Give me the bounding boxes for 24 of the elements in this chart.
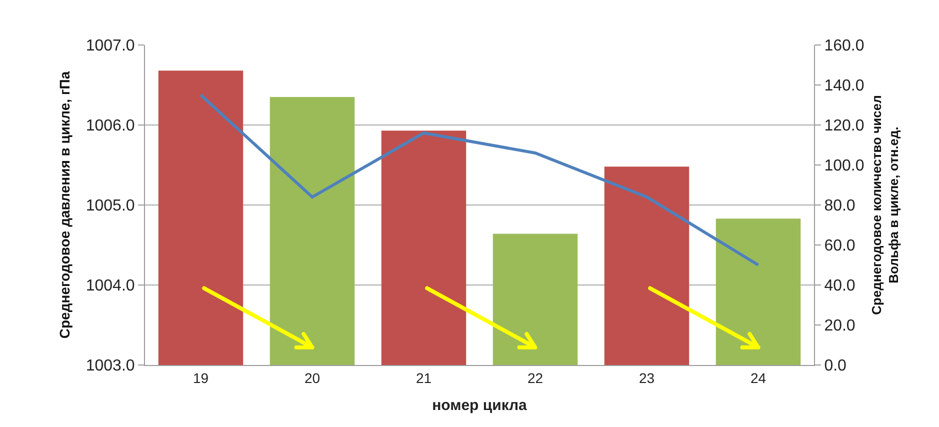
y-tick-label: 1004.0 — [86, 278, 135, 295]
y-tick-label: 1003.0 — [86, 358, 135, 375]
y2-tick-label: 160.0 — [824, 38, 864, 55]
x-tick-label: 23 — [638, 370, 655, 386]
y-tick-label: 1006.0 — [86, 118, 135, 135]
x-tick-label: 24 — [750, 370, 766, 386]
x-tick-label: 20 — [304, 370, 320, 386]
x-tick-label: 21 — [416, 370, 432, 386]
y2-axis-title: Среднегодовое количество чисел Вольфа в цикле, отн.ед. — [868, 95, 901, 315]
x-tick-label: 22 — [527, 370, 544, 386]
y2-tick-label: 20.0 — [824, 318, 856, 335]
y2-tick-label: 100.0 — [824, 158, 864, 175]
y2-tick-label: 120.0 — [824, 118, 864, 135]
x-axis-title: номер цикла — [432, 396, 528, 414]
y-axis-title: Среднегодовое давления в цикле, гПа — [56, 71, 72, 339]
y2-tick-label: 40.0 — [824, 278, 856, 295]
x-tick-label: 19 — [192, 370, 209, 386]
y2-tick-label: 60.0 — [824, 238, 856, 255]
y-tick-label: 1005.0 — [86, 198, 135, 215]
y2-tick-label: 0.0 — [824, 358, 847, 375]
y-tick-label: 1007.0 — [86, 38, 135, 55]
y2-tick-label: 80.0 — [824, 198, 856, 215]
y2-tick-label: 140.0 — [824, 78, 864, 95]
line-series — [199, 94, 760, 266]
